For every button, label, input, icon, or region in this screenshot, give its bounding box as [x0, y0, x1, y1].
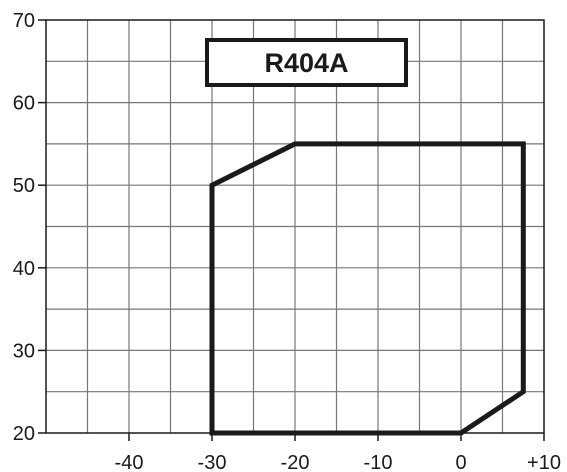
- title-text: R404A: [264, 48, 348, 78]
- x-tick-label: 0: [455, 452, 466, 472]
- y-tick-label: 20: [13, 423, 35, 445]
- y-tick-label: 50: [13, 175, 35, 197]
- series-group: [209, 141, 526, 436]
- title-box: [205, 38, 408, 87]
- chart-title: R404A: [205, 38, 408, 87]
- y-tick-label: 70: [13, 10, 35, 32]
- x-tick-label: -20: [281, 452, 310, 472]
- x-tick-label: +10: [527, 452, 561, 472]
- x-tick-labels: -40 -30 -20 -10 0 +10: [115, 452, 561, 472]
- operating-envelope-line: [209, 141, 526, 436]
- x-tick-label: -30: [198, 452, 227, 472]
- y-tick-label: 60: [13, 93, 35, 115]
- x-tick-label: -40: [115, 452, 144, 472]
- y-tick-label: 40: [13, 258, 35, 280]
- x-tick-label: -10: [364, 452, 393, 472]
- y-tick-label: 30: [13, 340, 35, 362]
- y-tick-labels: 20 30 40 50 60 70: [13, 10, 35, 445]
